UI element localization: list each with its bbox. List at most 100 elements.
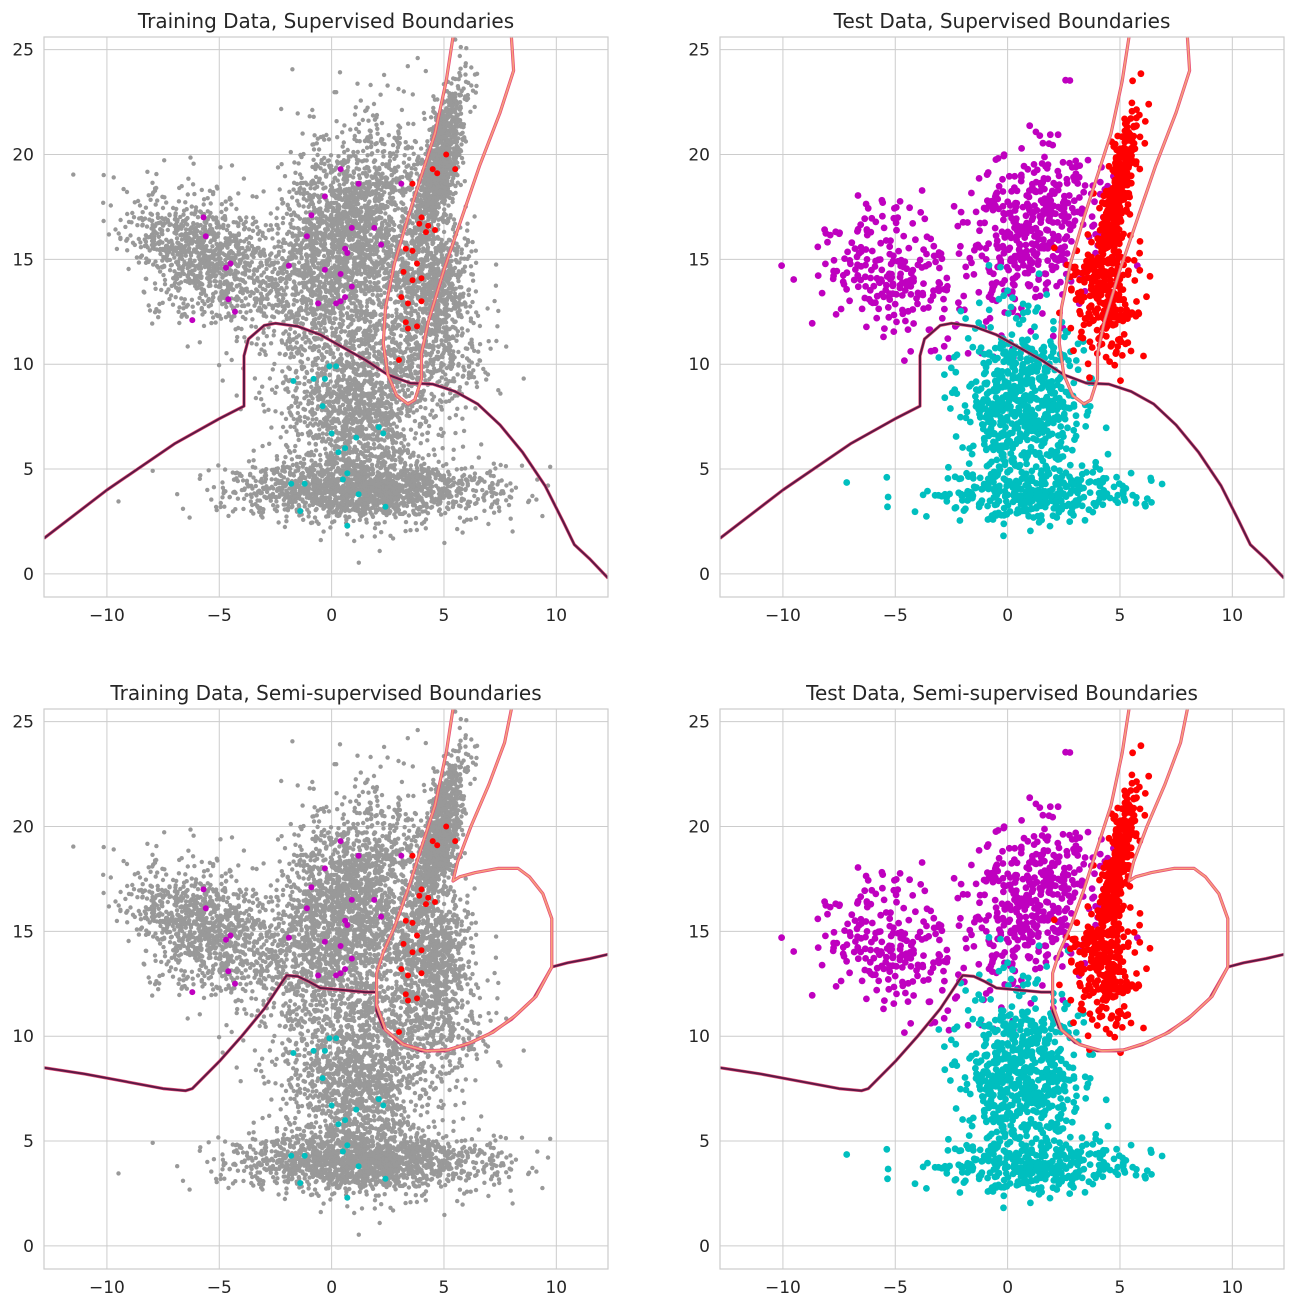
unlabeled-point	[227, 231, 233, 236]
unlabeled-point	[367, 238, 373, 243]
unlabeled-point	[214, 234, 219, 240]
unlabeled-point	[220, 302, 225, 307]
unlabeled-point	[375, 126, 380, 131]
unlabeled-point	[191, 310, 196, 315]
unlabeled-point	[278, 435, 283, 440]
unlabeled-point	[113, 227, 118, 232]
unlabeled-point	[338, 266, 344, 272]
unlabeled-point	[311, 114, 316, 120]
unlabeled-point	[309, 179, 314, 185]
unlabeled-point	[303, 210, 309, 215]
unlabeled-point	[252, 376, 258, 381]
unlabeled-point	[332, 175, 338, 180]
unlabeled-point	[274, 290, 280, 295]
unlabeled-point	[223, 207, 229, 212]
unlabeled-point	[196, 266, 202, 271]
unlabeled-point	[290, 263, 296, 268]
unlabeled-point	[123, 224, 128, 230]
unlabeled-point	[347, 377, 353, 382]
unlabeled-point	[257, 351, 262, 357]
unlabeled-point	[375, 418, 380, 423]
unlabeled-point	[356, 560, 361, 565]
unlabeled-point	[361, 369, 366, 374]
unlabeled-point	[192, 267, 197, 273]
unlabeled-point	[181, 271, 187, 277]
unlabeled-point	[179, 242, 184, 248]
unlabeled-point	[233, 243, 239, 248]
unlabeled-point	[243, 266, 248, 271]
unlabeled-point	[330, 219, 336, 225]
unlabeled-point	[328, 223, 334, 229]
unlabeled-point	[359, 205, 364, 210]
unlabeled-point	[172, 269, 177, 274]
unlabeled-point	[206, 304, 211, 309]
unlabeled-point	[368, 82, 373, 88]
unlabeled-point	[131, 215, 137, 220]
unlabeled-point	[143, 276, 148, 281]
unlabeled-point	[207, 277, 212, 282]
unlabeled-point	[368, 436, 373, 441]
unlabeled-point	[140, 210, 145, 215]
unlabeled-point	[265, 258, 270, 263]
unlabeled-point	[216, 284, 221, 289]
unlabeled-point	[101, 200, 106, 205]
unlabeled-point	[356, 452, 361, 458]
unlabeled-point	[412, 138, 418, 144]
unlabeled-point	[213, 273, 219, 278]
unlabeled-point	[423, 406, 428, 411]
unlabeled-point	[361, 443, 366, 449]
unlabeled-point	[219, 202, 224, 207]
unlabeled-point	[349, 277, 354, 283]
unlabeled-point	[311, 290, 316, 295]
unlabeled-point	[348, 127, 353, 132]
unlabeled-point	[206, 283, 211, 289]
unlabeled-point	[367, 209, 372, 215]
unlabeled-point	[187, 260, 192, 265]
unlabeled-point	[385, 83, 390, 88]
unlabeled-point	[216, 231, 221, 236]
unlabeled-point	[304, 394, 309, 399]
unlabeled-point	[286, 273, 292, 278]
unlabeled-point	[430, 408, 435, 413]
unlabeled-point	[359, 534, 365, 539]
unlabeled-point	[403, 189, 408, 195]
unlabeled-point	[280, 271, 286, 276]
unlabeled-point	[201, 202, 206, 207]
unlabeled-point	[313, 356, 318, 361]
unlabeled-point	[128, 233, 133, 238]
unlabeled-point	[397, 418, 402, 423]
unlabeled-point	[412, 418, 418, 424]
unlabeled-point	[205, 209, 210, 214]
unlabeled-point	[311, 423, 316, 428]
unlabeled-point	[309, 400, 315, 406]
unlabeled-point	[284, 429, 289, 434]
unlabeled-point	[333, 272, 338, 277]
unlabeled-point	[181, 301, 186, 306]
unlabeled-point	[346, 234, 352, 239]
unlabeled-point	[339, 369, 345, 375]
unlabeled-point	[329, 293, 335, 298]
unlabeled-point	[188, 230, 194, 235]
unlabeled-point	[320, 259, 325, 264]
unlabeled-point	[425, 438, 430, 443]
unlabeled-point	[316, 248, 321, 253]
unlabeled-point	[287, 207, 292, 212]
unlabeled-point	[322, 247, 328, 252]
unlabeled-point	[320, 181, 325, 186]
unlabeled-point	[263, 223, 268, 228]
unlabeled-point	[355, 425, 360, 430]
unlabeled-point	[386, 161, 391, 167]
unlabeled-point	[299, 344, 304, 349]
unlabeled-point	[223, 217, 228, 222]
unlabeled-point	[145, 245, 150, 250]
unlabeled-point	[292, 297, 297, 303]
unlabeled-point	[157, 301, 162, 307]
unlabeled-point	[152, 310, 158, 315]
unlabeled-point	[189, 204, 194, 209]
unlabeled-point	[341, 288, 346, 294]
unlabeled-point	[360, 411, 365, 416]
unlabeled-point	[370, 381, 375, 387]
unlabeled-point	[371, 345, 376, 350]
unlabeled-point	[358, 299, 363, 305]
